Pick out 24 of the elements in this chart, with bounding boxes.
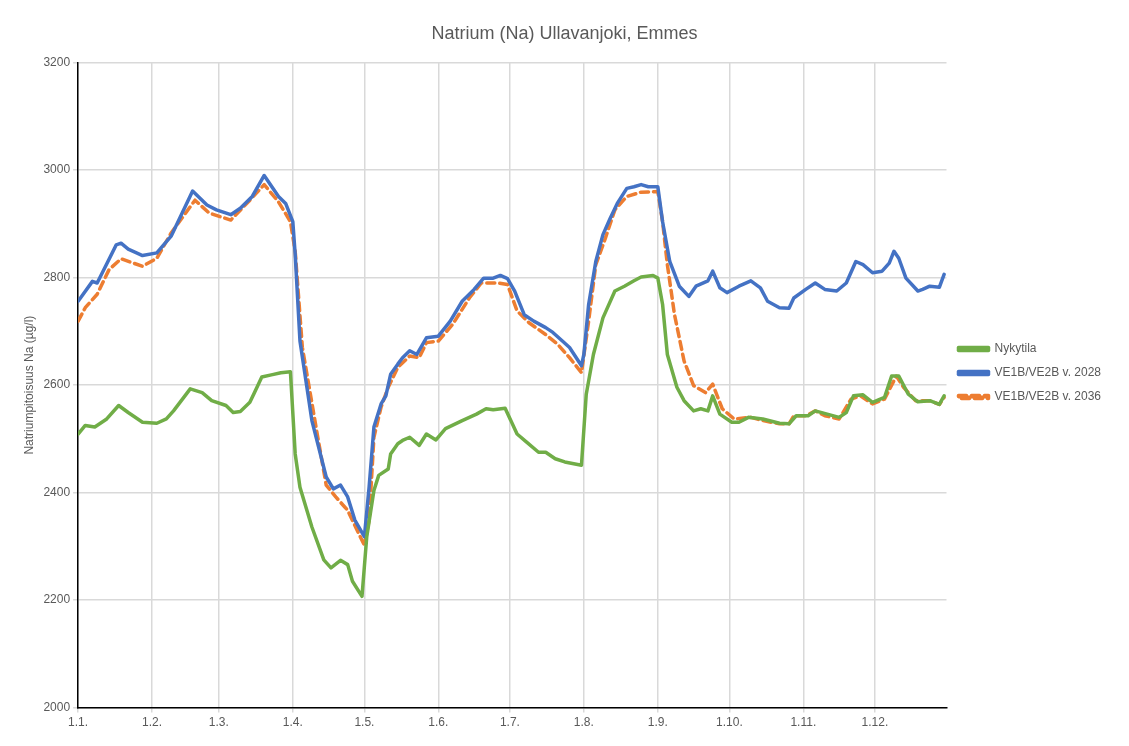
x-tick-label: 1.10. xyxy=(716,715,743,730)
x-tick-label: 1.8. xyxy=(573,715,594,730)
y-tick-label: 2400 xyxy=(43,484,71,499)
x-tick-label: 1.4. xyxy=(282,715,303,730)
legend-label: VE1B/VE2B v. 2028 xyxy=(994,365,1102,380)
y-tick-label: 2800 xyxy=(43,269,71,284)
chart-title: Natrium (Na) Ullavanjoki, Emmes xyxy=(431,22,698,43)
legend-label: VE1B/VE2B v. 2036 xyxy=(994,389,1102,404)
y-tick-label: 3200 xyxy=(43,54,71,69)
y-axis-title: Natriumpitoisuus Na (µg/l) xyxy=(21,315,36,455)
x-tick-label: 1.9. xyxy=(647,715,668,730)
y-tick-label: 2200 xyxy=(43,592,71,607)
x-tick-label: 1.1. xyxy=(68,715,89,730)
x-tick-label: 1.3. xyxy=(208,715,229,730)
x-tick-label: 1.12. xyxy=(861,715,889,730)
x-tick-label: 1.11. xyxy=(790,715,817,730)
x-tick-label: 1.6. xyxy=(428,715,449,730)
x-tick-label: 1.5. xyxy=(354,715,375,730)
x-tick-label: 1.7. xyxy=(499,715,520,730)
y-tick-label: 3000 xyxy=(43,162,71,177)
x-tick-label: 1.2. xyxy=(142,715,163,730)
y-tick-label: 2000 xyxy=(43,699,71,714)
legend-label: Nykytila xyxy=(994,341,1037,356)
y-tick-label: 2600 xyxy=(43,377,71,392)
